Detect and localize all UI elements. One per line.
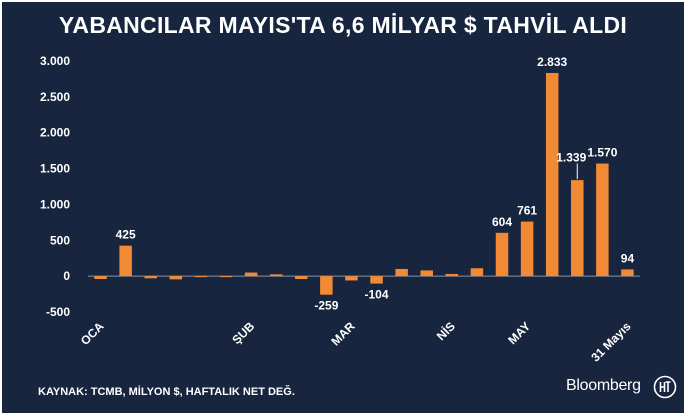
data-label: 94 — [621, 251, 635, 265]
x-tick-label: ŞUB — [229, 319, 257, 347]
source-note: KAYNAK: TCMB, MİLYON $, HAFTALIK NET DEĞ… — [38, 386, 295, 398]
y-tick-label: 3.000 — [40, 54, 70, 68]
bar — [420, 270, 433, 277]
data-label: -104 — [365, 288, 389, 302]
bar — [194, 276, 208, 278]
x-tick-label: MAR — [328, 319, 357, 348]
bar — [395, 268, 408, 277]
bar — [445, 273, 459, 277]
bar — [621, 269, 634, 277]
bar — [545, 72, 559, 277]
bar — [244, 272, 258, 277]
y-tick-label: 1.000 — [40, 197, 70, 211]
data-label: -259 — [314, 299, 338, 313]
data-label: 1.570 — [587, 146, 617, 160]
bar — [520, 221, 534, 277]
bar — [470, 268, 484, 277]
data-label: 604 — [492, 215, 512, 229]
bar — [370, 276, 383, 284]
y-tick-label: 0 — [63, 269, 70, 283]
y-tick-label: 1.500 — [40, 162, 70, 176]
bar — [320, 276, 333, 295]
bar — [571, 180, 584, 277]
bar — [269, 274, 283, 277]
bar — [144, 276, 157, 279]
y-tick-label: 2.500 — [40, 90, 70, 104]
data-label: 425 — [116, 228, 136, 242]
bar — [295, 276, 308, 280]
y-tick-label: -500 — [46, 305, 70, 319]
bar — [495, 232, 509, 277]
ht-logo-icon — [653, 375, 677, 399]
bar — [94, 276, 107, 280]
bar — [119, 245, 132, 277]
x-tick-label: 31 Mayıs — [588, 319, 634, 365]
data-label: 1.339 — [556, 151, 586, 165]
bar — [169, 276, 183, 280]
bloomberg-logo: Bloomberg — [566, 377, 641, 394]
bar — [345, 276, 358, 281]
data-label: 761 — [517, 204, 537, 218]
chart-title: YABANCILAR MAYIS'TA 6,6 MİLYAR $ TAHVİL … — [58, 12, 628, 38]
x-tick-label: OCA — [78, 319, 107, 348]
bar — [596, 163, 609, 277]
x-tick-label: NİS — [433, 319, 458, 344]
bar — [219, 276, 233, 278]
data-label: 2.833 — [537, 55, 567, 69]
x-tick-label: MAY — [505, 319, 533, 347]
y-tick-label: 500 — [50, 233, 70, 247]
y-tick-label: 2.000 — [40, 126, 70, 140]
